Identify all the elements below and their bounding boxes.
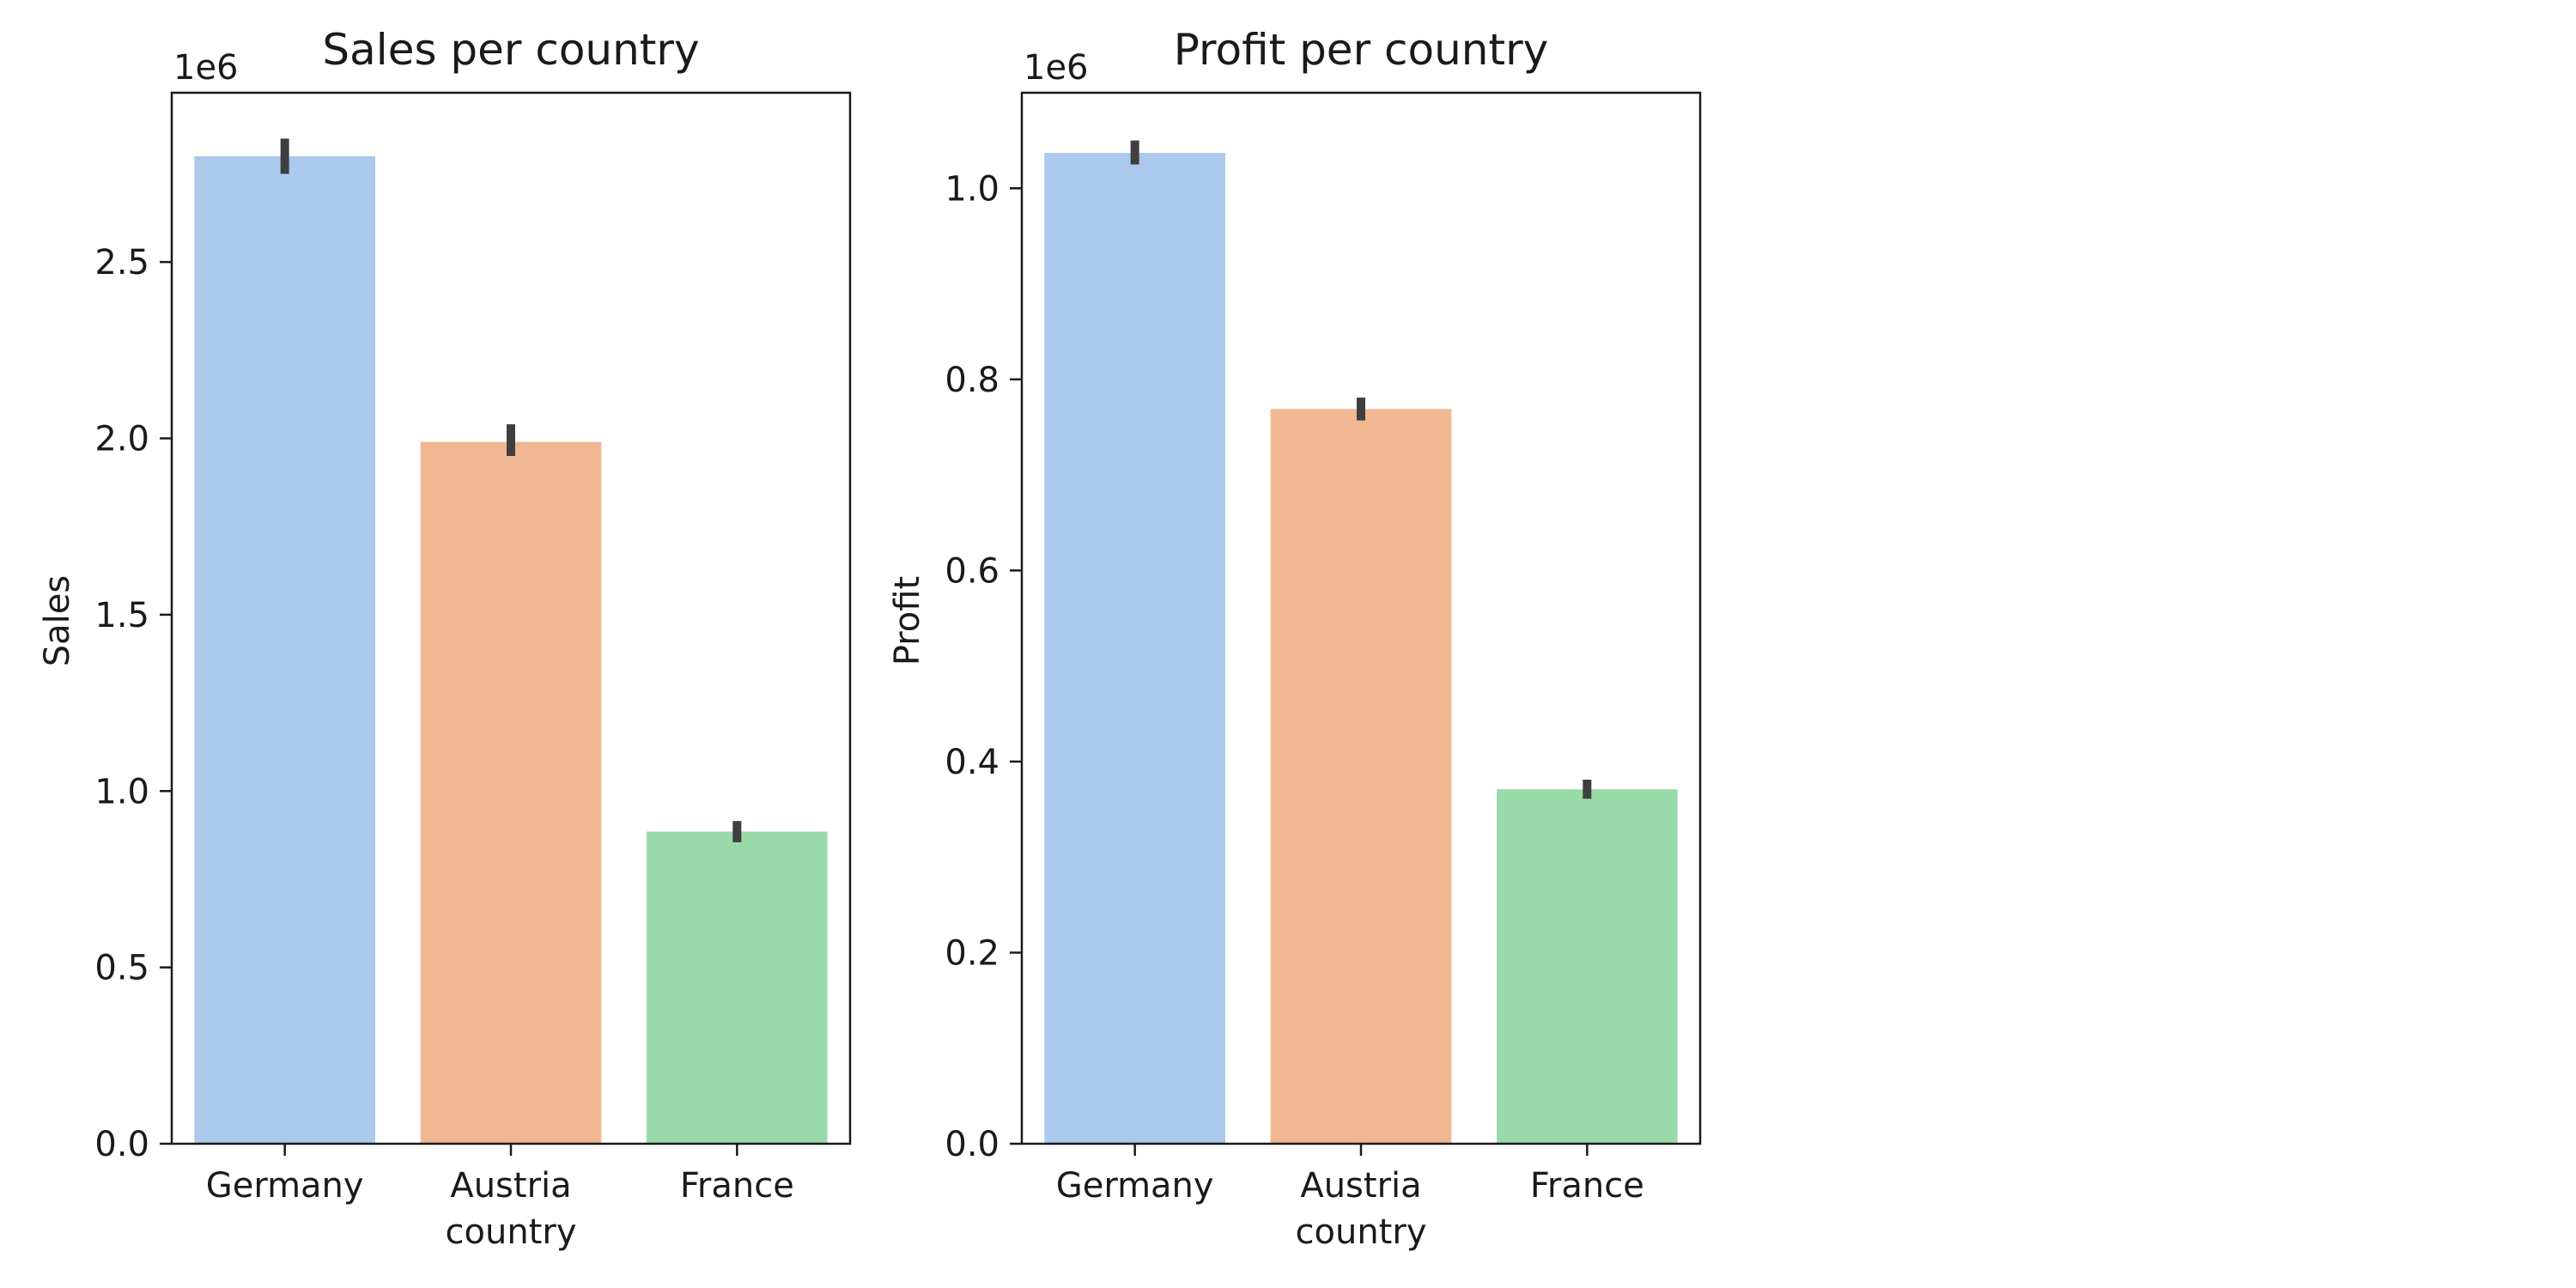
profit-error-bars <box>1130 140 1592 799</box>
profit-y-tick-label: 1.0 <box>945 169 999 209</box>
profit-y-tick-label: 0.2 <box>945 933 999 973</box>
sales-bars <box>194 155 828 1145</box>
profit-y-offset-label: 1e6 <box>1024 48 1089 88</box>
profit-y-tick-label: 0.8 <box>945 361 999 400</box>
profit-bar-austria <box>1270 409 1452 1144</box>
sales-x-tick-label-germany: Germany <box>206 1166 364 1206</box>
sales-bar-germany <box>194 155 375 1145</box>
sales-y-tick-label: 2.5 <box>94 243 149 283</box>
sales-y-tick-label: 2.0 <box>94 420 149 459</box>
sales-plot-frame <box>170 91 852 1145</box>
profit-x-ticks: Germany Austria France <box>1056 1144 1644 1206</box>
sales-chart-title: Sales per country <box>322 25 699 75</box>
sales-y-tick-label: 0.0 <box>94 1125 149 1164</box>
profit-y-axis-label: Profit <box>888 576 927 665</box>
profit-x-tick-label-austria: Austria <box>1300 1166 1421 1206</box>
profit-y-tick-label: 0.6 <box>945 551 999 591</box>
profit-y-tick-label: 0.4 <box>945 743 999 782</box>
sales-y-tick-label: 1.5 <box>94 596 149 635</box>
profit-x-tick-label-germany: Germany <box>1056 1166 1214 1206</box>
sales-chart: Sales per country 1e6 Sales country 0.00… <box>38 25 852 1252</box>
sales-y-offset-label: 1e6 <box>173 48 239 88</box>
sales-bar-france <box>647 831 828 1144</box>
sales-x-tick-label-austria: Austria <box>450 1166 571 1206</box>
sales-y-axis-label: Sales <box>38 575 77 666</box>
sales-error-bars <box>280 138 742 842</box>
sales-x-axis-label: country <box>446 1212 577 1252</box>
profit-bars <box>1044 153 1678 1145</box>
profit-bar-germany <box>1044 153 1225 1145</box>
sales-y-tick-label: 0.5 <box>94 949 149 988</box>
profit-chart: Profit per country 1e6 Profit country 0.… <box>888 25 1702 1252</box>
profit-chart-title: Profit per country <box>1174 25 1548 75</box>
profit-x-tick-label-france: France <box>1530 1166 1644 1206</box>
sales-x-ticks: Germany Austria France <box>206 1144 794 1206</box>
profit-bar-france <box>1497 789 1678 1144</box>
profit-y-ticks: 0.0 0.2 0.4 0.6 0.8 1.0 <box>945 169 1022 1164</box>
sales-y-ticks: 0.0 0.5 1.0 1.5 2.0 2.5 <box>94 243 172 1164</box>
sales-x-tick-label-france: France <box>680 1166 794 1206</box>
sales-bar-austria <box>420 441 602 1144</box>
profit-x-axis-label: country <box>1296 1212 1427 1252</box>
profit-y-tick-label: 0.0 <box>945 1125 999 1164</box>
profit-plot-frame <box>1020 91 1702 1145</box>
sales-y-tick-label: 1.0 <box>94 772 149 811</box>
